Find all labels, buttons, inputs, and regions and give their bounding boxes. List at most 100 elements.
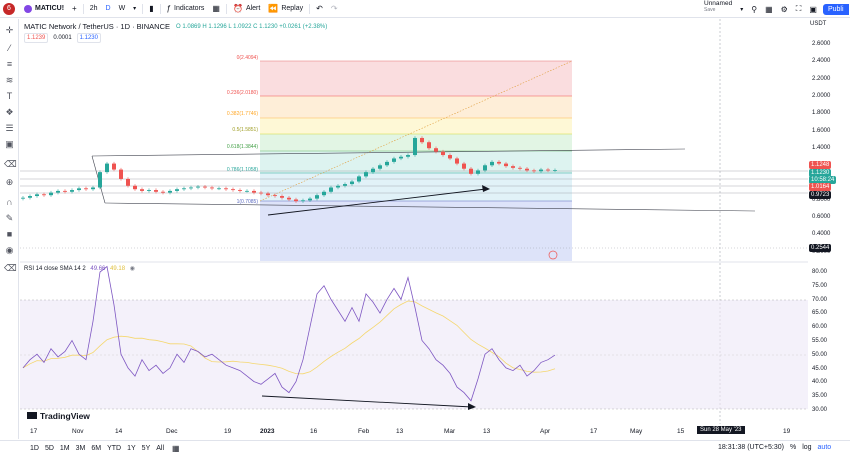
undo-button[interactable]: ↶	[312, 0, 327, 18]
fib-tool-icon[interactable]: ☰	[5, 123, 14, 133]
candle-body	[49, 192, 53, 196]
clock-time[interactable]: 18:31:38 (UTC+5:30)	[718, 444, 784, 451]
compare-button[interactable]: +	[68, 0, 81, 18]
search-button[interactable]: ⚲	[747, 0, 761, 18]
pattern-tool-icon[interactable]: ❖	[5, 107, 14, 117]
rsi-band	[20, 300, 808, 409]
replay-button[interactable]: ⏪ Replay	[264, 0, 307, 18]
candle-body	[175, 189, 179, 191]
indicators-button[interactable]: ƒ Indicators	[163, 0, 209, 18]
snapshot-button[interactable]: ▣	[805, 0, 821, 18]
trend-line-tool-icon[interactable]: ⁄	[8, 43, 11, 53]
alarm-icon: ⏰	[232, 4, 243, 13]
range-button-1d[interactable]: 1D	[30, 445, 39, 452]
date-tick: Feb	[358, 428, 370, 435]
interval-d[interactable]: D	[102, 0, 115, 18]
eye-icon[interactable]: ◉	[129, 266, 135, 272]
bar-style-button[interactable]: ▮	[145, 0, 157, 18]
interval-w[interactable]: W	[115, 0, 130, 18]
currency-label: USDT	[810, 21, 827, 27]
candle-body	[462, 163, 466, 169]
measure-tool-icon[interactable]: ▣	[5, 139, 14, 149]
interval-dropdown[interactable]: ▾	[129, 0, 140, 18]
eye-tool-icon[interactable]: ◉	[5, 245, 14, 255]
candle-body	[315, 195, 319, 199]
price-label-red: 1.1248	[809, 161, 832, 169]
interval-2h[interactable]: 2h	[86, 0, 102, 18]
text-tool-icon[interactable]: T	[6, 91, 13, 101]
price-tick: 2.4000	[812, 58, 831, 65]
range-button-ytd[interactable]: YTD	[107, 445, 122, 452]
range-button-3m[interactable]: 3M	[75, 445, 86, 452]
range-button-all[interactable]: All	[156, 445, 165, 452]
ask-badge[interactable]: 1.1230	[76, 33, 101, 43]
crosshair-tool-icon[interactable]: ✛	[5, 25, 14, 35]
candle-body	[252, 190, 256, 193]
chart-canvas[interactable]: 0(2.4094) 0.236(2.0180) 0.382(1.7746) 0.…	[20, 19, 808, 424]
camera-icon: ▣	[809, 4, 817, 14]
avatar[interactable]: 6	[0, 0, 20, 18]
pencil-lock-tool-icon[interactable]: ✎	[5, 213, 14, 223]
gear-icon: ⚙	[780, 4, 788, 14]
symbol-name: MATICU!	[35, 5, 65, 12]
percent-toggle[interactable]: %	[789, 444, 797, 451]
layout-menu[interactable]: Unnamed Save	[700, 0, 736, 18]
date-tick: 13	[396, 428, 404, 435]
arrow-head	[482, 185, 490, 192]
candle-body	[476, 170, 480, 174]
rsi-divergence-arrow[interactable]	[261, 395, 473, 408]
rsi-tick: 80.00	[812, 269, 828, 275]
price-tick: 1.8000	[812, 110, 831, 117]
layout-dropdown[interactable]: ▾	[736, 0, 747, 18]
price-tick: 0.4000	[812, 231, 831, 238]
alert-marker-icon[interactable]	[548, 250, 558, 260]
candle-body	[469, 168, 473, 174]
range-button-1m[interactable]: 1M	[59, 445, 70, 452]
divider	[159, 3, 161, 14]
publish-button[interactable]: Publi	[822, 3, 849, 15]
fib-band-382	[260, 118, 572, 134]
price-scale[interactable]: USDT 2.6000 2.4000 2.2000 2.0000 1.8000 1.600…	[808, 19, 850, 424]
pitchfork-tool-icon[interactable]: ≋	[5, 75, 14, 85]
ruler-tool-icon[interactable]: ⌫	[4, 159, 17, 169]
price-label-low: 0.2544	[809, 244, 832, 252]
plus-icon: +	[72, 4, 77, 13]
symbol-search[interactable]: MATICU!	[20, 0, 68, 18]
interval-label: D	[105, 5, 111, 12]
candle-body	[448, 155, 452, 159]
auto-toggle[interactable]: auto	[817, 444, 832, 451]
price-trend-arrow[interactable]	[267, 188, 487, 216]
candle-body	[70, 190, 74, 192]
templates-button[interactable]: ▦	[208, 0, 224, 18]
rsi-tick: 50.00	[812, 351, 828, 358]
range-button-5y[interactable]: 5Y	[141, 445, 151, 452]
zoom-in-tool-icon[interactable]: ⊕	[5, 177, 14, 187]
parallel-lines-tool-icon[interactable]: ≡	[6, 59, 13, 69]
fullscreen-icon: ⛶	[795, 4, 802, 13]
range-button-6m[interactable]: 6M	[91, 445, 102, 452]
settings-button[interactable]: ⚙	[777, 0, 792, 18]
layout-grid-button[interactable]: ▦	[761, 0, 777, 18]
channel-upper-line[interactable]	[91, 148, 686, 157]
channel-lower-line[interactable]	[104, 202, 756, 212]
redo-button[interactable]: ↷	[327, 0, 342, 18]
log-toggle[interactable]: log	[802, 444, 812, 451]
fib-band-236	[260, 96, 572, 118]
candle-body	[280, 196, 284, 198]
range-button-1y[interactable]: 1Y	[127, 445, 136, 452]
goto-date-icon[interactable]: ▦	[172, 444, 180, 453]
date-scale[interactable]: 17 Nov 14 Dec 19 2023 16 Feb 13 Mar 13 A…	[20, 424, 808, 438]
bid-badge[interactable]: 1.1239	[24, 33, 49, 43]
drawing-toolbar: ✛ ⁄ ≡ ≋ T ❖ ☰ ▣ ⌫ ⊕ ∩ ✎ ■ ◉ ⌫	[0, 19, 19, 439]
layout-name: Unnamed	[704, 0, 733, 7]
trash-tool-icon[interactable]: ⌫	[4, 263, 17, 273]
date-tick: 2023	[260, 428, 275, 435]
candle-body	[364, 172, 368, 177]
date-tick: Apr	[540, 428, 551, 435]
alert-button[interactable]: ⏰ Alert	[229, 0, 264, 18]
lock-tool-icon[interactable]: ■	[6, 229, 13, 239]
magnet-tool-icon[interactable]: ∩	[6, 197, 13, 207]
candle-body	[196, 186, 200, 188]
fullscreen-button[interactable]: ⛶	[792, 0, 806, 18]
range-button-5d[interactable]: 5D	[44, 445, 54, 452]
